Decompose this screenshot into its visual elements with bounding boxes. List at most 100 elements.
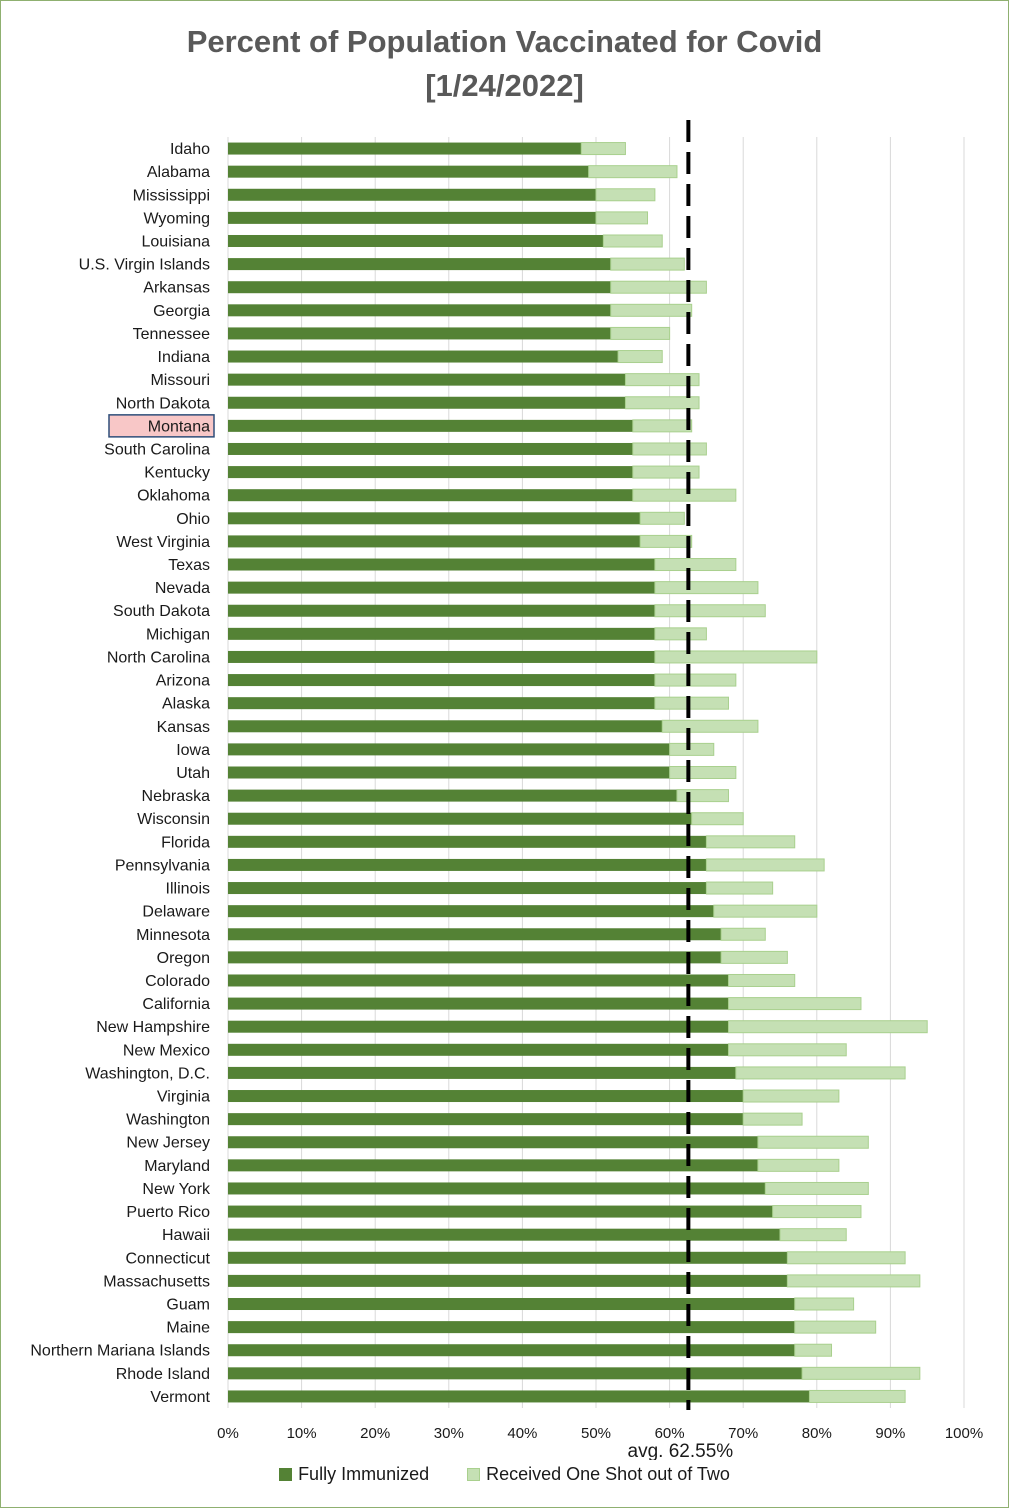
bar-one-shot: [705, 835, 796, 849]
bar-one-shot: [779, 1228, 847, 1242]
category-label: Idaho: [170, 141, 210, 158]
bar-one-shot: [654, 581, 759, 595]
bar-fully-immunized: [228, 558, 655, 571]
x-tick-label: 90%: [875, 1425, 905, 1442]
bar-fully-immunized: [228, 1020, 729, 1033]
bar-one-shot: [617, 350, 663, 364]
legend-label: Fully Immunized: [298, 1464, 430, 1484]
bar-one-shot: [654, 696, 729, 710]
bar-one-shot: [632, 442, 707, 456]
bar-one-shot: [595, 211, 649, 225]
category-label: West Virginia: [116, 534, 210, 551]
bar-fully-immunized: [228, 1136, 758, 1149]
bar-one-shot: [720, 950, 788, 964]
bar-fully-immunized: [228, 627, 655, 640]
category-label: Michigan: [146, 626, 210, 643]
bar-one-shot: [639, 534, 693, 548]
bar-fully-immunized: [228, 188, 596, 201]
category-label: Indiana: [158, 349, 211, 366]
bar-fully-immunized: [228, 905, 714, 918]
bar-fully-immunized: [228, 1274, 788, 1287]
bar-fully-immunized: [228, 674, 655, 687]
category-label: Colorado: [145, 973, 210, 990]
bar-fully-immunized: [228, 512, 641, 525]
x-tick-label: 70%: [728, 1425, 758, 1442]
category-labels: Idaho Alabama Mississippi Wyoming Louisiana U…: [30, 141, 215, 1406]
chart-title: Percent of Population Vaccinated for Cov…: [186, 24, 823, 59]
bar-fully-immunized: [228, 442, 633, 455]
bar-fully-immunized: [228, 1298, 795, 1311]
bar-fully-immunized: [228, 882, 707, 895]
bar-fully-immunized: [228, 697, 655, 710]
bar-one-shot: [669, 742, 715, 756]
bar-one-shot: [602, 234, 663, 248]
bar-one-shot: [632, 419, 693, 433]
bar-fully-immunized: [228, 997, 729, 1010]
category-label: Georgia: [153, 303, 210, 320]
bar-fully-immunized: [228, 535, 641, 548]
bar-fully-immunized: [228, 951, 722, 964]
category-label: Minnesota: [136, 927, 210, 944]
bar-fully-immunized: [228, 766, 670, 779]
bar-fully-immunized: [228, 1043, 729, 1056]
category-label: New York: [142, 1181, 211, 1198]
x-tick-label: 50%: [581, 1425, 611, 1442]
category-label: Ohio: [176, 511, 210, 528]
bar-fully-immunized: [228, 258, 611, 271]
bar-one-shot: [772, 1205, 862, 1219]
bar-fully-immunized: [228, 234, 604, 247]
x-tick-label: 20%: [360, 1425, 390, 1442]
category-label: California: [142, 996, 210, 1013]
bar-one-shot: [705, 881, 774, 895]
bar-fully-immunized: [228, 373, 626, 386]
bar-one-shot: [654, 627, 707, 641]
bar-one-shot: [720, 927, 766, 941]
category-label: Connecticut: [126, 1250, 211, 1267]
average-label: avg. 62.55%: [628, 1441, 734, 1460]
bar-one-shot: [595, 188, 656, 202]
bar-one-shot: [654, 604, 766, 618]
bar-one-shot: [742, 1112, 803, 1126]
bar-one-shot: [610, 280, 707, 294]
bar-fully-immunized: [228, 720, 663, 733]
bar-one-shot: [588, 165, 678, 179]
bar-one-shot: [727, 997, 862, 1011]
bar-one-shot: [624, 396, 700, 410]
category-label: Rhode Island: [116, 1366, 210, 1383]
bar-fully-immunized: [228, 1228, 780, 1241]
bar-one-shot: [610, 326, 671, 340]
x-tick-label: 30%: [434, 1425, 464, 1442]
bar-fully-immunized: [228, 1390, 810, 1403]
bar-one-shot: [757, 1158, 840, 1172]
bar-fully-immunized: [228, 1182, 766, 1195]
bar-fully-immunized: [228, 1251, 788, 1264]
legend-swatch: [467, 1468, 481, 1481]
category-label: Nevada: [155, 580, 210, 597]
bar-fully-immunized: [228, 812, 692, 825]
category-label: Hawaii: [162, 1227, 210, 1244]
bar-fully-immunized: [228, 1205, 773, 1218]
bar-one-shot: [727, 973, 796, 987]
bar-one-shot: [794, 1320, 877, 1334]
bar-fully-immunized: [228, 1113, 744, 1126]
bar-one-shot: [808, 1389, 906, 1403]
x-tick-label: 0%: [217, 1425, 239, 1442]
category-label: North Carolina: [107, 649, 210, 666]
bar-one-shot: [632, 488, 737, 502]
category-label: Alabama: [147, 164, 210, 181]
bar-one-shot: [705, 858, 825, 872]
category-label: Wisconsin: [137, 811, 210, 828]
legend-label: Received One Shot out of Two: [486, 1464, 730, 1484]
bar-one-shot: [691, 812, 744, 826]
bar-fully-immunized: [228, 281, 611, 294]
x-tick-label: 40%: [507, 1425, 537, 1442]
category-label: South Carolina: [104, 441, 210, 458]
legend-item-fully-immunized: Fully Immunized: [279, 1464, 429, 1485]
category-label: Vermont: [150, 1389, 210, 1406]
category-label: Oregon: [157, 950, 210, 967]
bar-one-shot: [727, 1020, 928, 1034]
bar-one-shot: [661, 719, 759, 733]
bar-fully-immunized: [228, 604, 655, 617]
category-label: Arkansas: [143, 280, 210, 297]
bar-one-shot: [757, 1135, 869, 1149]
